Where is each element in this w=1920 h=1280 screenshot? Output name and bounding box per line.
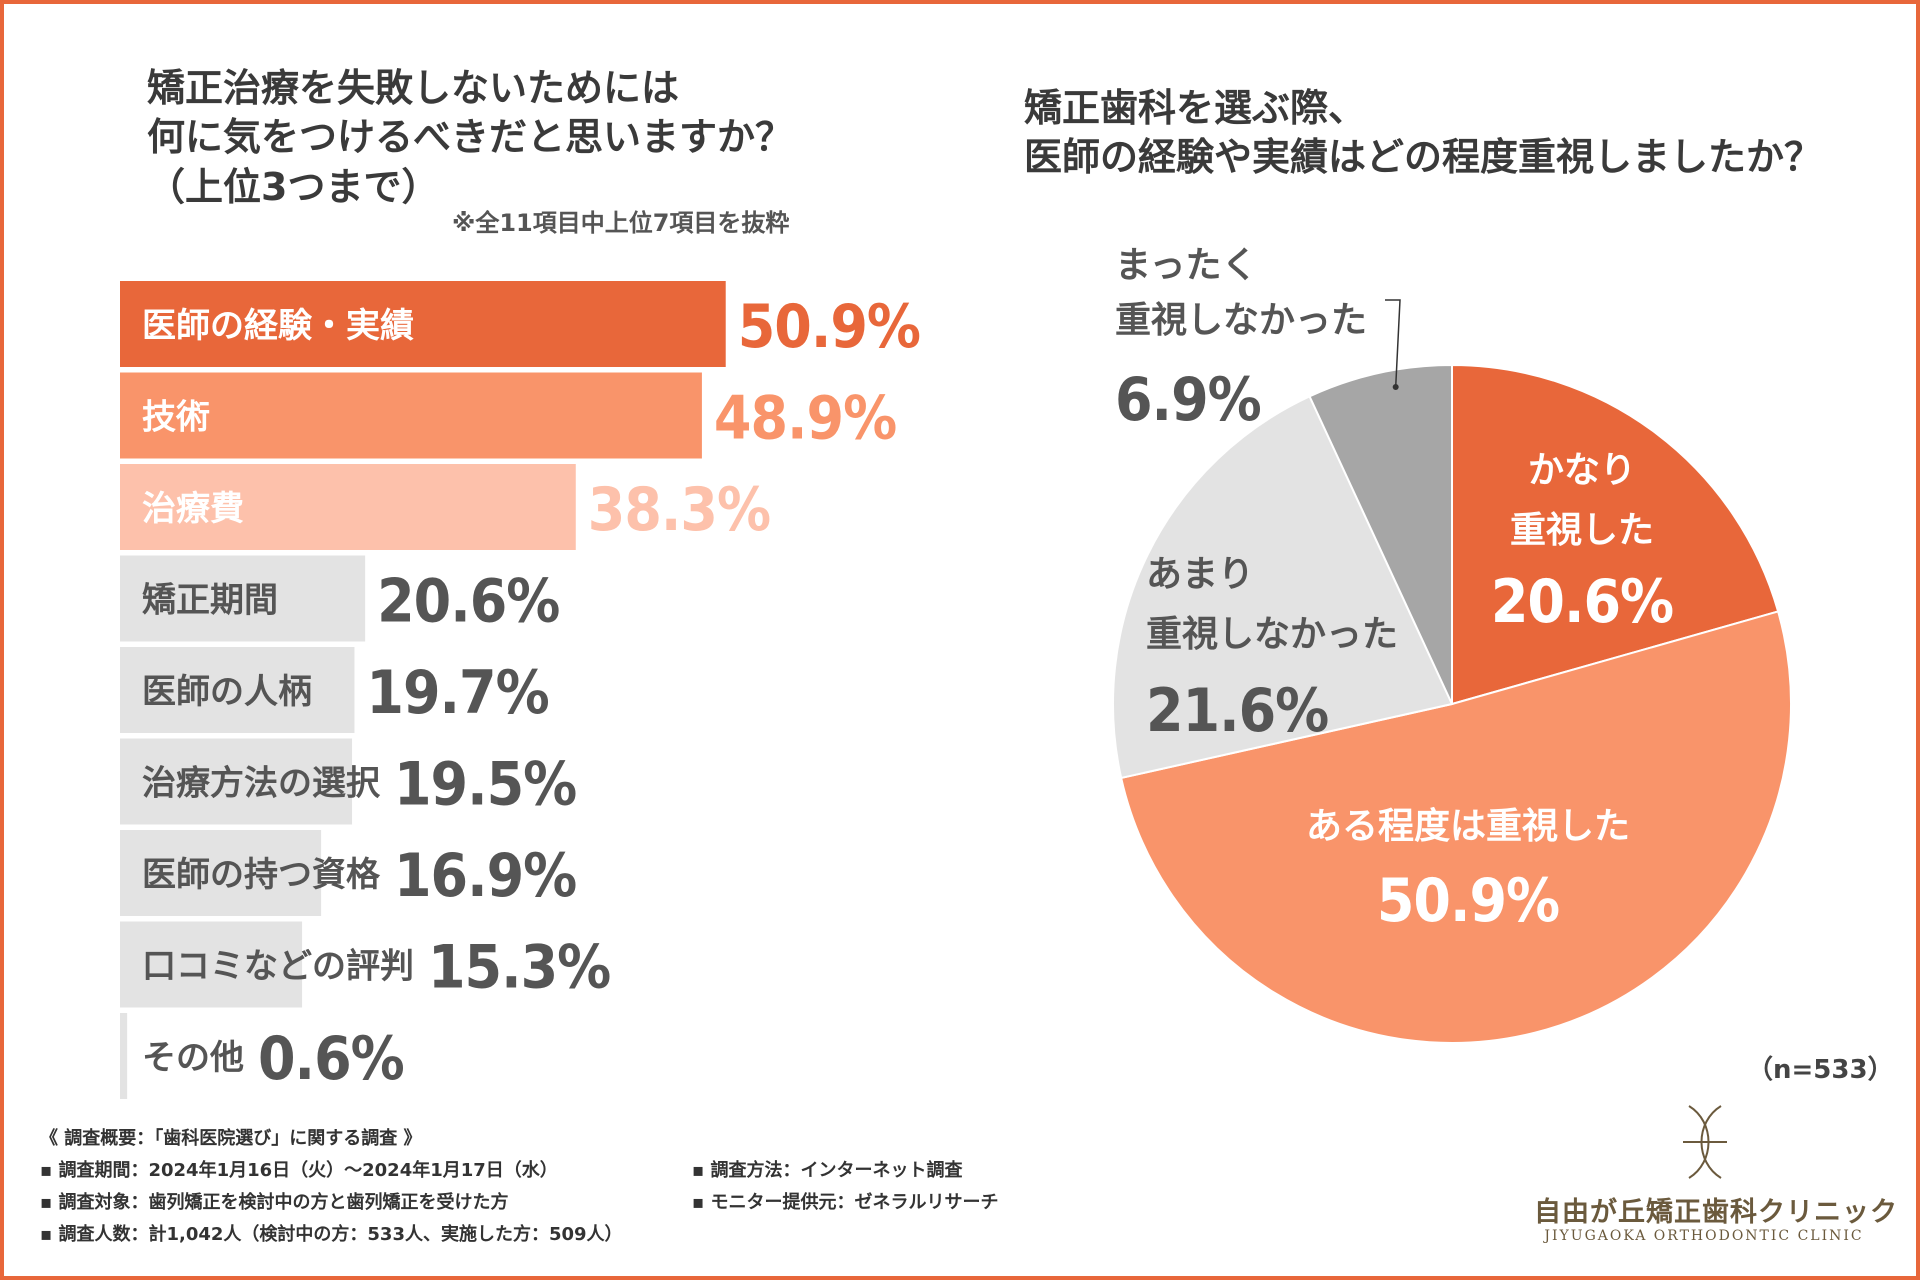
survey-period: ▪ 調査期間：2024年1月16日（火）〜2024年1月17日（水） [40, 1160, 558, 1181]
bar-category-label: 医師の経験・実績 [142, 306, 414, 346]
bar-category-label: 医師の持つ資格 [142, 855, 381, 895]
pie-value-label: 20.6% [1491, 567, 1673, 637]
bar [120, 281, 726, 367]
survey-count: ▪ 調査人数：計1,042人（検討中の方：533人、実施した方：509人） [40, 1224, 623, 1245]
pie-slice-label: まったく [1115, 245, 1258, 286]
bar-category-label: 治療費 [142, 489, 244, 529]
bar [120, 738, 353, 825]
bar-category-label: 矯正期間 [142, 581, 278, 621]
clinic-logo-icon [1683, 1105, 1727, 1179]
bar-value-label: 16.9% [394, 841, 576, 911]
clinic-name: 自由が丘矯正歯科クリニック [1534, 1197, 1898, 1228]
pie-slice-label: あまり [1146, 554, 1254, 595]
bar-title-line1: 矯正治療を失敗しないためには [147, 66, 680, 110]
bar-title-line3: （上位3つまで） [147, 164, 440, 209]
pie-chart-title: 矯正歯科を選ぶ際、 医師の経験や実績はどの程度重視しましたか？ [1024, 84, 1884, 183]
pie-slice-label: 重視した [1510, 510, 1654, 551]
survey-target: ▪ 調査対象：歯列矯正を検討中の方と歯列矯正を受けた方 [40, 1192, 509, 1213]
pie-value-label: 21.6% [1146, 676, 1328, 746]
bar-value-label: 38.3% [588, 475, 770, 545]
sample-size-label: （n=533） [1747, 1055, 1894, 1085]
bar-value-label: 19.7% [366, 658, 548, 728]
clinic-name-en: JIYUGAOKA ORTHODONTIC CLINIC [1544, 1228, 1864, 1244]
bar [120, 464, 576, 550]
bar-value-label: 20.6% [377, 567, 559, 637]
bar-value-label: 0.6% [258, 1024, 404, 1094]
bar [120, 647, 355, 733]
pie-value-label: 50.9% [1377, 866, 1559, 936]
pie-slice-label: 重視しなかった [1115, 300, 1367, 341]
survey-heading: 《 調査概要：「歯科医院選び」に関する調査 》 [40, 1128, 422, 1149]
bar-category-label: 医師の人柄 [142, 672, 312, 712]
bar-category-label: 治療方法の選択 [142, 764, 381, 804]
pie-slice-label: 重視しなかった [1146, 614, 1398, 655]
bar-value-label: 19.5% [394, 750, 576, 820]
bar-category-label: その他 [142, 1038, 244, 1078]
bar-value-label: 48.9% [714, 384, 896, 454]
pie-slice [1119, 610, 1792, 1044]
bar [120, 921, 303, 1008]
pie-leader-line [1385, 299, 1401, 388]
pie-slice [1308, 363, 1453, 705]
bar-category-label: 口コミなどの評判 [142, 947, 414, 987]
clinic-logo: 自由が丘矯正歯科クリニック JIYUGAOKA ORTHODONTIC CLIN… [1534, 1102, 1898, 1244]
bar-value-label: 50.9% [738, 292, 920, 362]
pie-title-line2: 医師の経験や実績はどの程度重視しましたか？ [1024, 135, 1823, 180]
bar-title-line2: 何に気をつけるべきだと思いますか？ [147, 115, 794, 160]
bar-chart-note: ※全11項目中上位7項目を抜粋 [452, 209, 790, 237]
survey-method: ▪ 調査方法：インターネット調査 [692, 1160, 963, 1181]
pie-value-label: 6.9% [1115, 365, 1261, 435]
bar [120, 372, 702, 459]
monitor-provider: ▪ モニター提供元：ゼネラルリサーチ [692, 1192, 999, 1213]
pie-slice-label: ある程度は重視した [1306, 806, 1630, 847]
pie-slice [1451, 363, 1780, 706]
bar-category-label: 技術 [142, 398, 210, 438]
bar [120, 555, 366, 642]
pie-leader-dot [1392, 383, 1399, 390]
bar-chart-title: 矯正治療を失敗しないためには 何に気をつけるべきだと思いますか？ （上位3つまで… [147, 64, 867, 212]
pie-slice [1112, 395, 1454, 780]
bar-value-label: 15.3% [428, 933, 610, 1003]
bar [120, 830, 322, 916]
pie-slice-label: かなり [1528, 450, 1636, 491]
bar [120, 1013, 128, 1099]
pie-title-line1: 矯正歯科を選ぶ際、 [1024, 86, 1367, 130]
